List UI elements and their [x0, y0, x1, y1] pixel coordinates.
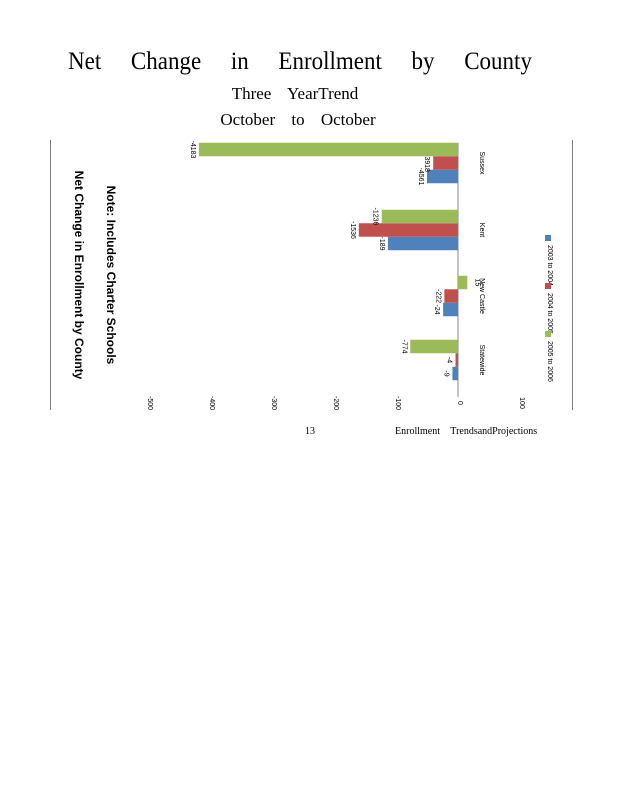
- x-tick-label: -200: [332, 396, 339, 410]
- bar-new-castle-series-1: [443, 302, 458, 317]
- page-number: 13: [305, 426, 315, 437]
- category-label: Sussex: [478, 152, 485, 175]
- x-tick-label: -500: [146, 396, 153, 410]
- legend-label-series-1: 2003 to 2004: [546, 245, 553, 286]
- data-label: 15: [473, 279, 480, 287]
- subtitle-period: October to October: [220, 110, 376, 129]
- x-tick-label: -400: [208, 396, 215, 410]
- bar-statewide-series-3: [410, 339, 458, 354]
- data-label: -4561: [417, 168, 424, 186]
- data-label: -4183: [189, 141, 196, 159]
- data-label: -4: [446, 357, 453, 363]
- bar-kent-series-3: [381, 209, 458, 224]
- bar-sussex-series-1: [427, 169, 458, 184]
- bar-statewide-series-2: [455, 353, 458, 367]
- legend-label-series-2: 2004 to 2005: [546, 293, 553, 334]
- axis-title: Net Change in Enrollment by County: [72, 171, 86, 380]
- x-tick-label: -100: [394, 396, 401, 410]
- data-label: -189: [378, 236, 385, 250]
- x-tick-label: 0: [456, 401, 463, 405]
- chart-frame-left: [50, 140, 51, 410]
- legend-swatch-series-1: [545, 235, 551, 241]
- data-label: -222: [434, 289, 441, 303]
- category-label: Kent: [478, 223, 485, 237]
- legend-swatch-series-2: [545, 283, 551, 289]
- data-label: -9: [442, 370, 449, 376]
- chart-frame-right: [572, 140, 573, 410]
- footer-text: Enrollment TrendsandProjections: [395, 426, 538, 437]
- data-label: -24: [433, 304, 440, 314]
- x-tick-label: 100: [518, 397, 525, 409]
- data-label: -1236: [372, 208, 379, 226]
- subtitle-trend: Three YearTrend: [231, 84, 359, 103]
- axis-note: Note: Includes Charter Schools: [104, 186, 118, 365]
- page-title: Net Change in Enrollment by County: [68, 48, 532, 75]
- bar-sussex-series-3: [198, 142, 458, 157]
- bar-new-castle-series-3: [458, 275, 468, 290]
- x-tick-label: -300: [270, 396, 277, 410]
- data-label: -3918: [423, 154, 430, 172]
- bar-new-castle-series-2: [444, 289, 458, 303]
- bar-kent-series-2: [358, 223, 458, 237]
- data-label: -1536: [349, 221, 356, 239]
- enrollment-chart: -4561 -189 -24 -9 -3918 -1536 -222 -4 -4183 -1236…: [72, 141, 553, 411]
- data-label: -774: [400, 339, 407, 353]
- legend-label-series-3: 2005 to 2006: [546, 341, 553, 382]
- category-label: New Castle: [478, 278, 485, 314]
- legend-swatch-series-3: [545, 331, 551, 337]
- bar-statewide-series-1: [452, 366, 458, 381]
- bar-kent-series-1: [387, 236, 458, 251]
- category-label: Statewide: [478, 345, 485, 376]
- bar-sussex-series-2: [433, 156, 458, 170]
